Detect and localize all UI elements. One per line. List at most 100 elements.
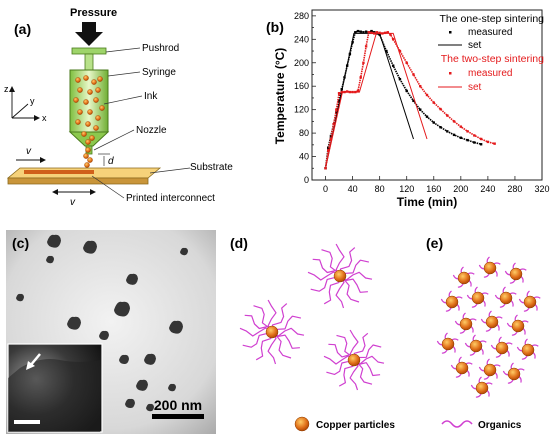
ink-particle bbox=[87, 109, 93, 115]
copper-particle bbox=[495, 341, 509, 355]
ink-particle bbox=[77, 87, 83, 93]
data-point-one-step bbox=[359, 30, 362, 33]
copper-legend-label: Copper particles bbox=[316, 420, 395, 431]
data-point-two-step bbox=[412, 73, 415, 76]
ink-particle bbox=[85, 139, 91, 145]
data-point-two-step bbox=[364, 45, 368, 48]
nanoparticle bbox=[180, 247, 188, 256]
y-tick-label: 200 bbox=[294, 58, 309, 68]
data-point-two-step bbox=[389, 33, 392, 36]
ink-particle bbox=[87, 89, 93, 95]
ink-particle bbox=[85, 147, 91, 153]
data-point-two-step bbox=[327, 149, 330, 152]
data-point-two-step bbox=[335, 108, 338, 111]
organics-legend-icon bbox=[441, 420, 473, 428]
axis-y-label: y bbox=[30, 96, 35, 106]
data-point-two-step bbox=[466, 130, 469, 133]
data-point-two-step bbox=[359, 76, 362, 79]
legend-marker-two-measured bbox=[449, 72, 452, 75]
data-point-one-step bbox=[398, 77, 402, 81]
copper-particle bbox=[459, 317, 473, 331]
data-point-one-step bbox=[459, 136, 463, 139]
x-tick-label: 240 bbox=[480, 184, 495, 194]
legend-group-one-step: The one-step sintering bbox=[440, 13, 545, 25]
ink-particle bbox=[85, 121, 91, 127]
panel-a-schematic: (a) Pressure Pushrod Syringe Ink Nozzle … bbox=[0, 0, 270, 225]
panel-c-label: (c) bbox=[12, 235, 29, 251]
copper-particle bbox=[499, 291, 513, 305]
substrate-label: Substrate bbox=[190, 162, 233, 173]
data-point-one-step bbox=[425, 115, 429, 118]
organic-chain bbox=[271, 327, 305, 337]
data-point-two-step bbox=[439, 107, 442, 111]
copper-particle bbox=[457, 271, 471, 285]
ink-particle bbox=[89, 135, 95, 141]
copper-particle bbox=[523, 295, 537, 309]
panel-c-tem-image: 200 nm (c) bbox=[0, 228, 220, 436]
ink-particle bbox=[93, 125, 99, 131]
x-tick-label: 80 bbox=[375, 184, 385, 194]
copper-particle bbox=[485, 315, 499, 329]
data-point-two-step bbox=[486, 140, 490, 144]
ink-particle bbox=[84, 162, 90, 168]
ink-particle bbox=[91, 79, 97, 85]
copper-particle bbox=[445, 295, 459, 309]
nanoparticle bbox=[83, 240, 97, 254]
nanoparticle bbox=[47, 234, 61, 248]
series-one-step-set-line bbox=[325, 32, 414, 169]
ink-particle bbox=[83, 153, 89, 159]
data-point-one-step bbox=[473, 141, 476, 144]
panel-e-label: (e) bbox=[426, 235, 443, 251]
data-point-two-step bbox=[383, 31, 387, 35]
panel-e-particles-aggregated: (e) Organics bbox=[412, 228, 550, 436]
ink-particle bbox=[97, 76, 103, 82]
copper-particle bbox=[265, 325, 279, 339]
data-point-two-step bbox=[367, 31, 371, 34]
axis-z-label: z bbox=[4, 84, 9, 94]
pressure-label: Pressure bbox=[70, 7, 117, 19]
x-tick-label: 200 bbox=[453, 184, 468, 194]
copper-particle bbox=[521, 343, 535, 357]
y-tick-label: 280 bbox=[294, 11, 309, 21]
nanoparticle bbox=[144, 353, 156, 365]
copper-particle-legend-icon bbox=[294, 416, 310, 432]
substrate-side bbox=[7, 177, 149, 185]
inset-scale-bar bbox=[14, 420, 40, 424]
ink-label: Ink bbox=[144, 91, 158, 102]
data-point-one-step bbox=[432, 121, 435, 124]
data-point-one-step bbox=[351, 41, 354, 44]
data-point-two-step bbox=[362, 61, 365, 64]
data-point-two-step bbox=[473, 134, 476, 137]
data-point-one-step bbox=[446, 130, 449, 133]
data-point-two-step bbox=[337, 92, 341, 95]
printed-interconnect-label: Printed interconnect bbox=[126, 193, 215, 204]
x-tick-label: 0 bbox=[323, 184, 328, 194]
nanoparticle bbox=[46, 255, 54, 264]
ink-particle bbox=[83, 75, 89, 81]
panel-d-label: (d) bbox=[230, 235, 248, 251]
scale-bar-label: 200 nm bbox=[154, 397, 202, 413]
panel-d-particles-dispersed: (d) Copper particles bbox=[222, 228, 412, 436]
data-point-two-step bbox=[356, 89, 360, 93]
y-tick-label: 0 bbox=[304, 175, 309, 185]
y-tick-label: 160 bbox=[294, 81, 309, 91]
organic-chain bbox=[307, 271, 341, 281]
ink-particle bbox=[95, 115, 101, 121]
data-point-one-step bbox=[439, 126, 442, 129]
organic-chain bbox=[267, 331, 277, 365]
printed-line bbox=[24, 170, 94, 174]
pushrod-label: Pushrod bbox=[142, 43, 179, 54]
data-point-two-step bbox=[479, 137, 483, 141]
copper-particle bbox=[347, 353, 361, 367]
panel-a-label: (a) bbox=[14, 21, 31, 37]
data-point-one-step bbox=[335, 111, 338, 114]
nanoparticle bbox=[114, 301, 130, 317]
data-point-one-step bbox=[452, 133, 456, 137]
ink-particle bbox=[99, 105, 105, 111]
data-point-one-step bbox=[327, 146, 330, 149]
data-point-one-step bbox=[466, 138, 469, 142]
data-point-two-step bbox=[378, 31, 381, 35]
legend-group-two-step: The two-step sintering bbox=[441, 53, 544, 65]
data-point-one-step bbox=[370, 29, 373, 33]
data-point-one-step bbox=[419, 108, 422, 111]
